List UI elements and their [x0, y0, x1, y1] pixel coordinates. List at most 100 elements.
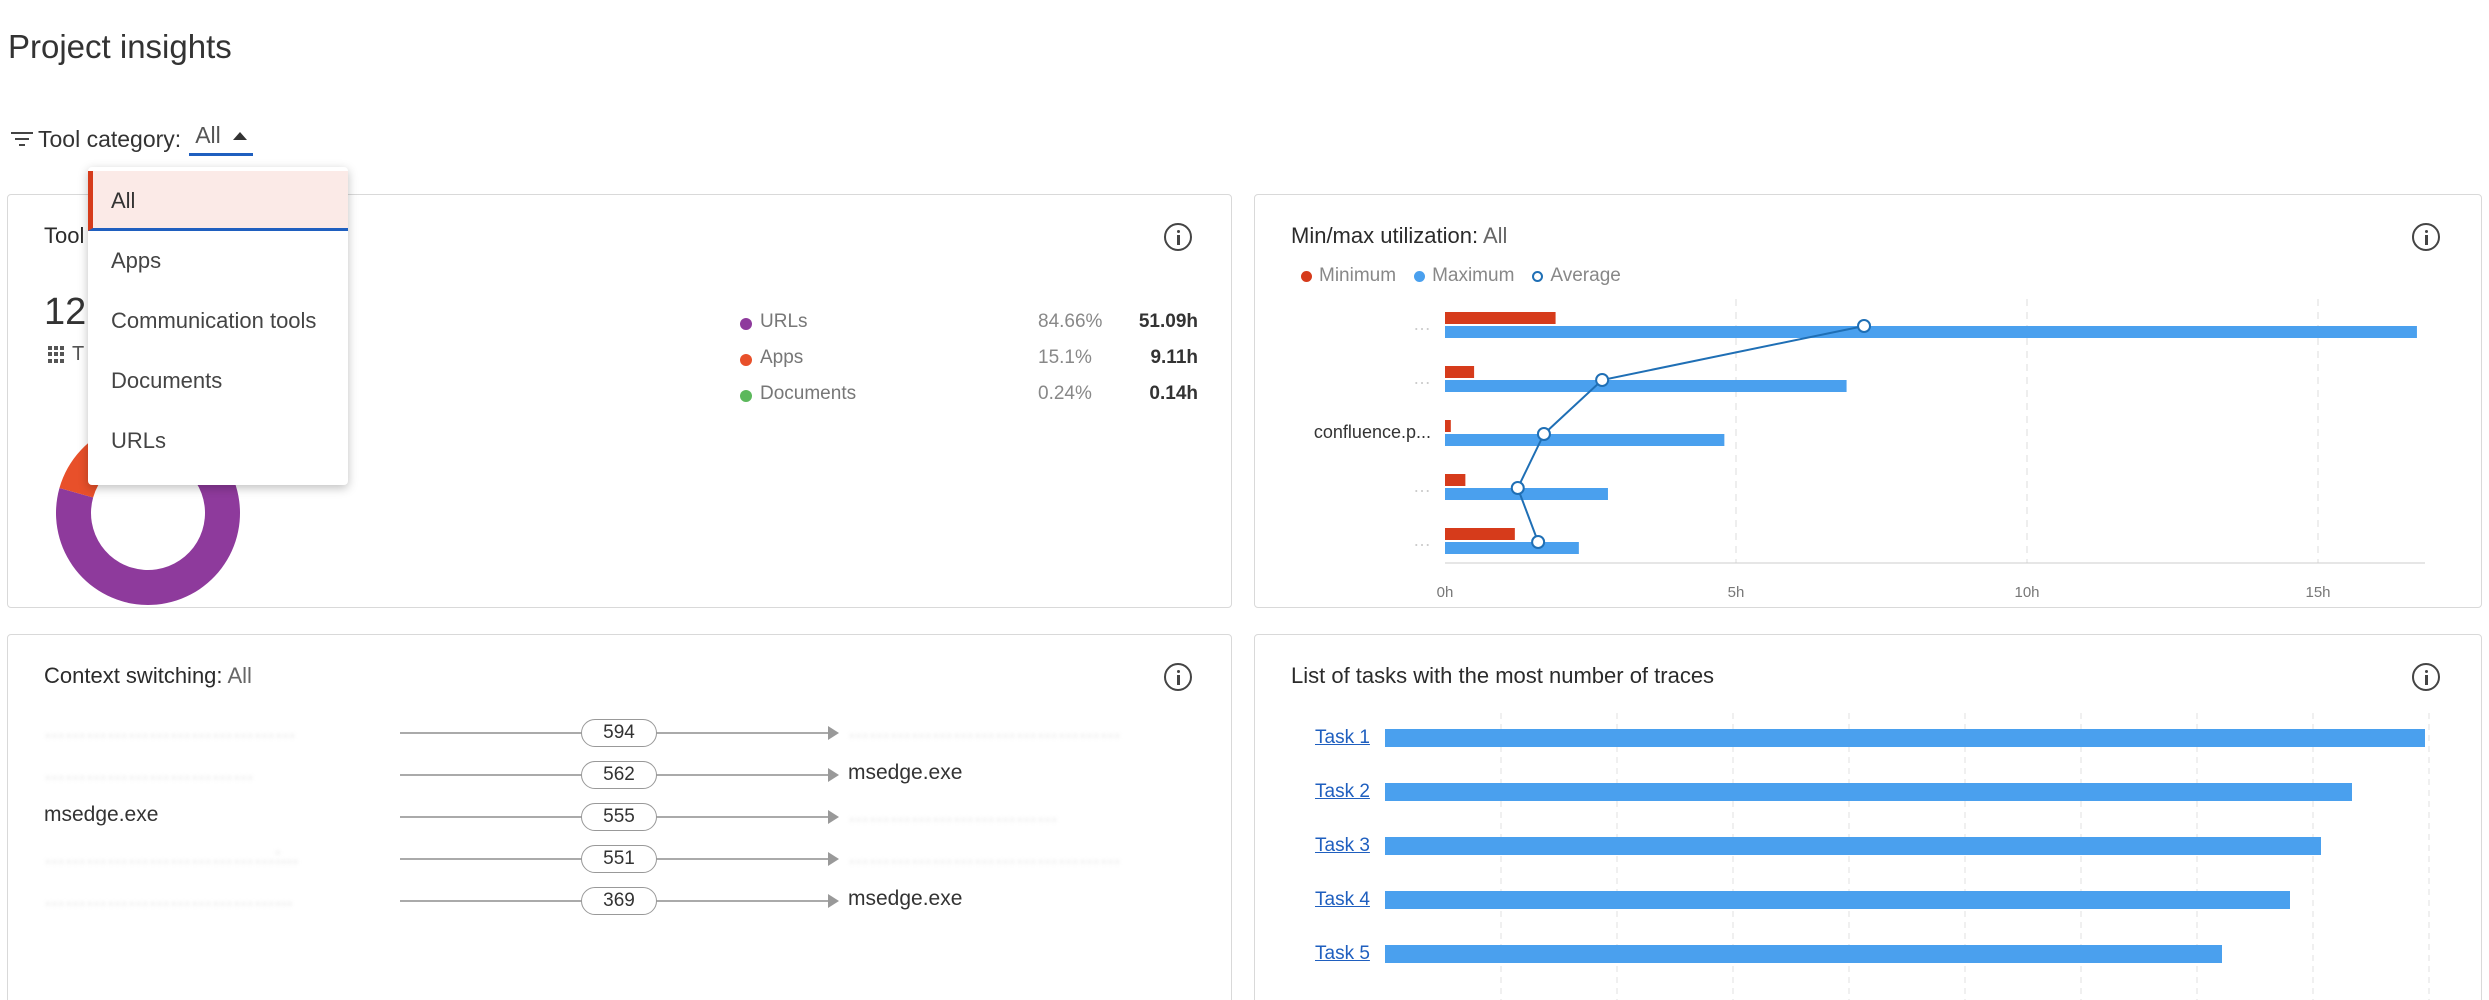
info-icon[interactable]	[2412, 223, 2440, 251]
info-icon[interactable]	[2412, 663, 2440, 691]
category-label: …	[1413, 314, 1431, 334]
task-row: Task 4	[1255, 889, 2481, 919]
arrow-right-icon	[828, 768, 839, 782]
task-bar	[1385, 945, 2223, 963]
card-title: Min/max utilization: All	[1291, 223, 1507, 249]
legend-percent: 84.66%	[1038, 311, 1103, 332]
average-point[interactable]	[1531, 535, 1546, 549]
card-title-text: Min/max utilization:	[1291, 223, 1479, 248]
context-switch-row[interactable]: ……………………………:... 551 …………………………………	[8, 839, 1231, 879]
task-bar	[1385, 783, 2353, 801]
legend-label: Maximum	[1432, 265, 1515, 286]
switch-count-badge: 562	[581, 761, 657, 789]
grid-label: T	[72, 343, 85, 365]
average-point[interactable]	[1595, 373, 1610, 387]
legend-percent: 0.24%	[1038, 383, 1092, 404]
switch-source: ………………………………	[44, 719, 296, 742]
category-label: …	[1413, 530, 1431, 550]
x-tick-label: 0h	[1437, 584, 1454, 601]
legend-label: URLs	[760, 311, 808, 332]
legend-hours: 0.14h	[1149, 383, 1198, 404]
dropdown-option-documents[interactable]: Documents	[111, 368, 223, 393]
maximum-bar[interactable]	[1445, 326, 2417, 338]
tool-category-filter[interactable]: Tool category: All	[10, 122, 253, 156]
task-bar	[1385, 729, 2425, 747]
maximum-bar[interactable]	[1445, 488, 1608, 500]
card-title: List of tasks with the most number of tr…	[1291, 663, 1715, 688]
dropdown-option-urls[interactable]: URLs	[111, 428, 167, 453]
legend-item-minimum[interactable]: Minimum	[1301, 265, 1396, 287]
legend-item-average[interactable]: Average	[1532, 265, 1621, 287]
switch-target: …………………………………	[848, 845, 1121, 868]
legend-item-maximum[interactable]: Maximum	[1414, 265, 1514, 287]
legend-hours: 51.09h	[1138, 311, 1198, 332]
card-title-text: Context switching:	[44, 663, 223, 688]
min-max-chart: 0h 5h 10h 15h……confluence.p...……	[1314, 299, 2425, 601]
card-title-value: All	[1482, 223, 1508, 248]
legend-dot	[1301, 270, 1312, 282]
maximum-bar[interactable]	[1445, 380, 1847, 392]
legend-label: Documents	[760, 383, 857, 404]
grid-icon	[48, 345, 66, 364]
legend-hours: 9.11h	[1150, 347, 1198, 368]
category-label: …	[1413, 368, 1431, 388]
filter-value[interactable]: All	[189, 122, 253, 156]
maximum-bar[interactable]	[1445, 542, 1579, 554]
average-point[interactable]	[1857, 319, 1872, 333]
chart-legend: Minimum Maximum Average	[1301, 265, 1639, 287]
legend-dot	[740, 354, 752, 366]
x-tick-label: 10h	[2014, 584, 2039, 601]
switch-count-badge: 555	[581, 803, 657, 831]
total-number: 12	[44, 291, 87, 333]
legend-label: Minimum	[1319, 265, 1397, 286]
minimum-bar[interactable]	[1445, 474, 1466, 486]
average-point[interactable]	[1536, 427, 1551, 441]
switch-target: …………………………………	[848, 719, 1121, 742]
context-switch-row[interactable]: ………………………… 562 msedge.exe	[8, 755, 1231, 795]
arrow-right-icon	[828, 810, 839, 824]
category-legend: URLs 84.66% 51.09h Apps 15.1% 9.11h Docu…	[738, 311, 1198, 419]
context-switch-row[interactable]: ……………………………... 369 msedge.exe	[8, 881, 1231, 921]
legend-row: Apps 15.1% 9.11h	[738, 347, 1198, 383]
context-switch-row[interactable]: msedge.exe 555 …………………………	[8, 797, 1231, 837]
switch-target: msedge.exe	[848, 887, 963, 910]
task-row: Task 2	[1255, 781, 2481, 811]
minimum-bar[interactable]	[1445, 528, 1515, 540]
legend-dot	[740, 390, 752, 402]
task-row: Task 5	[1255, 943, 2481, 973]
legend-row: Documents 0.24% 0.14h	[738, 383, 1198, 419]
x-tick-label: 15h	[2305, 584, 2330, 601]
dropdown-option-all[interactable]: All	[88, 171, 348, 231]
dropdown-option-apps[interactable]: Apps	[111, 248, 162, 273]
minimum-bar[interactable]	[1445, 420, 1451, 432]
arrow-right-icon	[828, 852, 839, 866]
task-link[interactable]: Task 5	[1315, 943, 1370, 964]
dropdown-option-communication-tools[interactable]: Communication tools	[111, 308, 317, 333]
arrow-right-icon	[828, 894, 839, 908]
maximum-bar[interactable]	[1445, 434, 1725, 446]
x-tick-label: 5h	[1728, 584, 1745, 601]
legend-percent: 15.1%	[1038, 347, 1092, 368]
minimum-bar[interactable]	[1445, 312, 1556, 324]
legend-dot	[740, 318, 752, 330]
context-switch-row[interactable]: ……………………………… 594 …………………………………	[8, 713, 1231, 753]
switch-source: …………………………	[44, 761, 254, 784]
task-link[interactable]: Task 4	[1315, 889, 1370, 910]
legend-label: Average	[1550, 265, 1621, 286]
minimum-bar[interactable]	[1445, 366, 1475, 378]
category-label: confluence.p...	[1314, 422, 1431, 442]
card-title: Context switching: All	[44, 663, 252, 689]
info-icon[interactable]	[1164, 223, 1192, 251]
task-row: Task 1	[1255, 727, 2481, 757]
context-switching-card: Context switching: All ……………………………… 594………	[7, 634, 1232, 1000]
task-link[interactable]: Task 3	[1315, 835, 1370, 856]
grid-view-toggle[interactable]: T	[48, 343, 84, 366]
info-icon[interactable]	[1164, 663, 1192, 691]
task-bar	[1385, 837, 2321, 855]
average-point[interactable]	[1510, 481, 1525, 495]
task-link[interactable]: Task 1	[1315, 727, 1370, 748]
arrow-right-icon	[828, 726, 839, 740]
task-link[interactable]: Task 2	[1315, 781, 1370, 802]
switch-target: …………………………	[848, 803, 1058, 826]
